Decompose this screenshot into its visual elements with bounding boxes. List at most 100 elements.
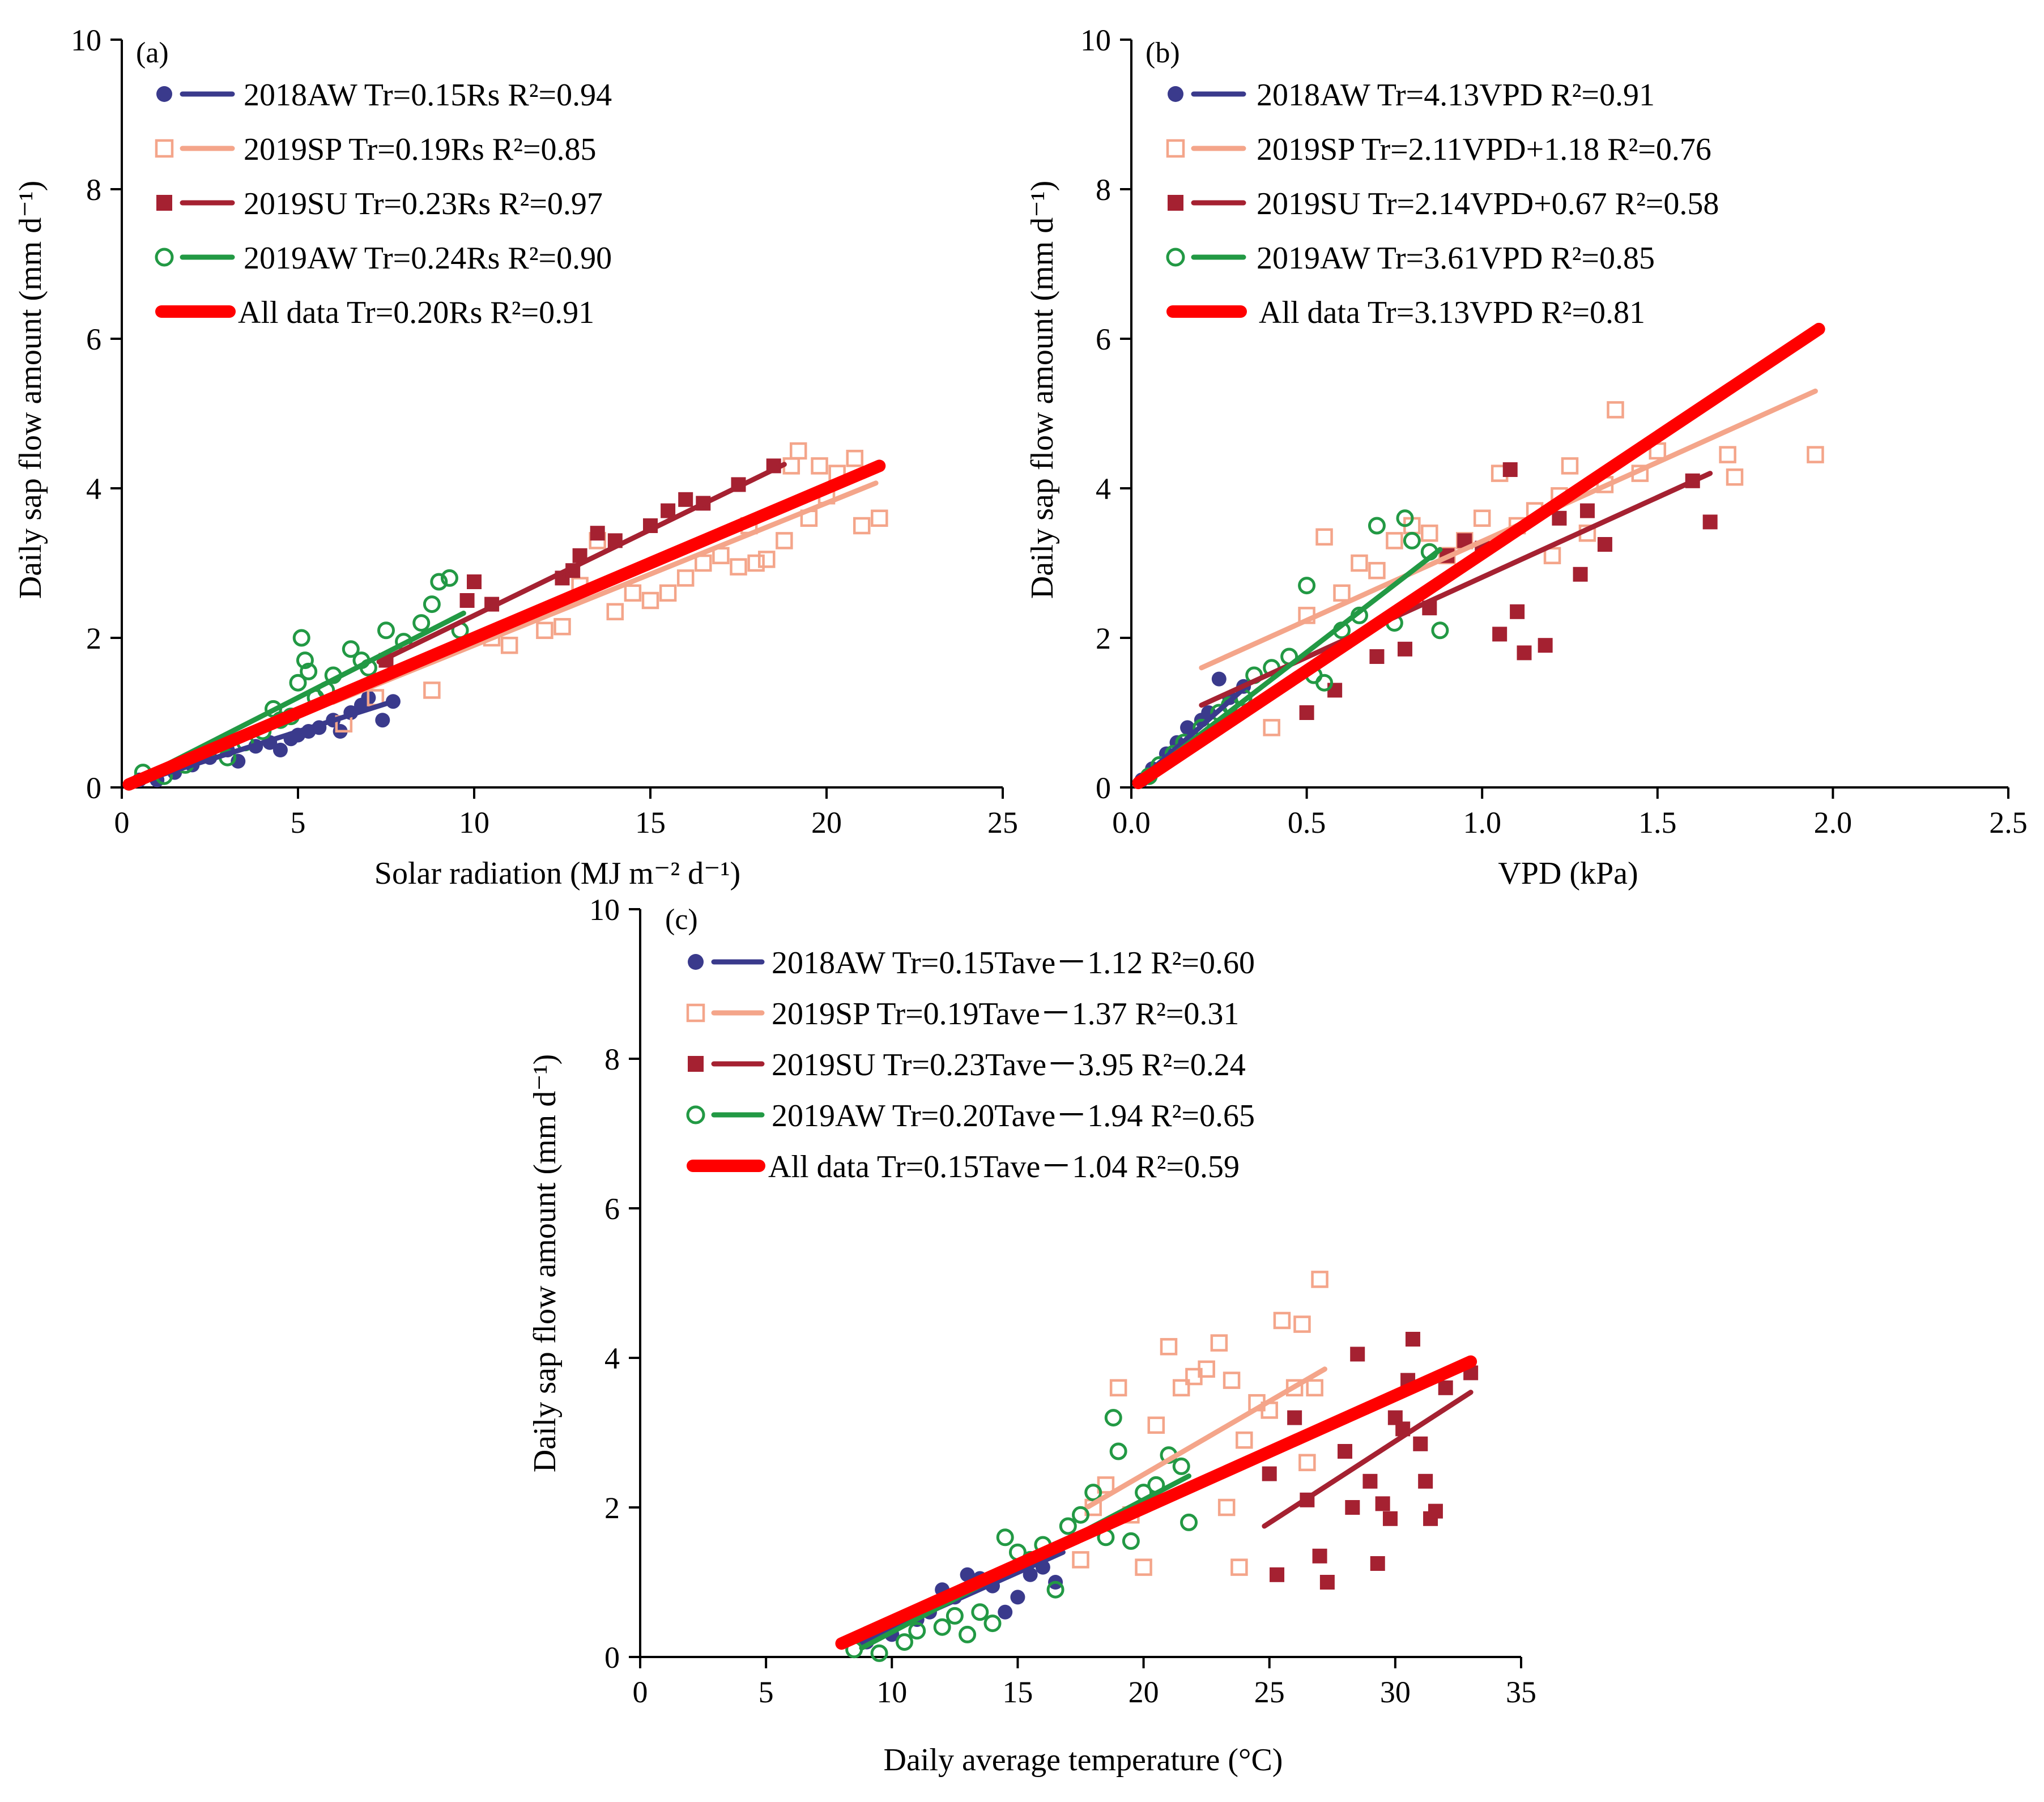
data-point <box>1299 705 1314 720</box>
x-tick-label: 2.5 <box>1989 806 2028 840</box>
data-point <box>1403 531 1421 549</box>
x-axis-label-c: Daily average temperature (°C) <box>884 1743 1283 1778</box>
legend-marker <box>155 248 174 267</box>
data-point <box>1607 401 1624 419</box>
data-point <box>1517 645 1532 661</box>
data-point <box>1262 1466 1277 1481</box>
legend-marker <box>686 1105 705 1124</box>
data-point <box>1298 577 1316 595</box>
data-point <box>695 554 712 572</box>
data-point <box>423 595 441 614</box>
data-point <box>430 573 448 591</box>
x-tick-label: 25 <box>1254 1675 1285 1709</box>
data-point <box>1122 1532 1140 1550</box>
data-point <box>1263 719 1280 736</box>
panel-c: 0 5 10 15 20 25 30 35 0 2 4 6 8 10 (c) Daily average … <box>527 893 1536 1778</box>
y-tick-label: 0 <box>604 1641 620 1675</box>
data-point <box>412 614 431 632</box>
data-point <box>553 617 571 636</box>
legend-marker <box>1168 195 1183 211</box>
y-tick-label: 8 <box>86 173 101 207</box>
y-tick-label: 2 <box>604 1491 620 1525</box>
legend-entry-2018aw: 2018AW Tr=4.13VPD R²=0.91 <box>1257 78 1655 113</box>
data-point <box>730 558 747 576</box>
data-point <box>536 621 553 640</box>
data-point <box>908 1622 926 1640</box>
data-point <box>1573 566 1588 582</box>
x-tick-label: 5 <box>291 806 306 840</box>
data-point <box>1396 509 1414 527</box>
data-point <box>996 1528 1014 1547</box>
fit-line-all-data <box>1132 322 1825 790</box>
data-point <box>998 1604 1013 1620</box>
data-point <box>1473 509 1491 527</box>
legend-c: 2018AW Tr=0.15Tave－1.12 R²=0.60 2019SP T… <box>686 945 1255 1185</box>
y-tick-label: 6 <box>86 322 101 356</box>
data-point <box>1230 1558 1248 1576</box>
data-point <box>641 591 659 610</box>
data-point <box>1719 446 1736 463</box>
x-tick-label: 1.0 <box>1463 806 1501 840</box>
data-point <box>500 636 518 654</box>
data-point <box>1273 1311 1291 1330</box>
data-point <box>1807 446 1824 463</box>
legend-entry-2019su: 2019SU Tr=0.23Tave－3.95 R²=0.24 <box>772 1047 1246 1083</box>
panel-a: 0 5 10 15 20 25 0 2 4 6 8 10 (a) Solar radiation (M… <box>13 23 1018 891</box>
data-point <box>661 503 676 518</box>
data-point <box>1368 561 1386 580</box>
data-point <box>1370 1556 1385 1571</box>
x-tick-label: 5 <box>759 1675 774 1709</box>
data-point <box>789 442 807 460</box>
data-point <box>659 584 677 602</box>
data-point <box>1010 1590 1025 1605</box>
legend-entry-2019aw: 2019AW Tr=0.24Rs R²=0.90 <box>244 241 612 276</box>
data-point <box>1311 1271 1328 1288</box>
data-point <box>1097 1476 1115 1494</box>
data-point <box>1217 1498 1236 1516</box>
legend-entry-2019sp: 2019SP Tr=0.19Tave－1.37 R²=0.31 <box>772 996 1239 1032</box>
data-point <box>853 517 871 535</box>
data-point <box>846 449 864 467</box>
data-point <box>1109 1379 1127 1397</box>
data-point <box>983 1614 1002 1633</box>
data-point <box>1270 1567 1285 1582</box>
data-point <box>747 554 765 572</box>
series-2019sp <box>1263 401 1824 736</box>
data-point <box>1072 1551 1089 1569</box>
data-point <box>1338 1444 1352 1459</box>
data-point <box>1350 1347 1365 1362</box>
x-tick-label: 0.5 <box>1288 806 1326 840</box>
data-point <box>676 569 695 587</box>
data-point <box>1438 1380 1453 1395</box>
x-tick-label: 35 <box>1506 1675 1536 1709</box>
data-point <box>960 1567 975 1582</box>
y-tick-label: 6 <box>604 1192 620 1226</box>
y-tick-label: 4 <box>604 1341 620 1375</box>
data-point <box>590 526 605 541</box>
data-point <box>1210 1334 1228 1352</box>
panel-label-a: (a) <box>136 37 169 69</box>
fit-line-2019su <box>1199 471 1713 708</box>
data-point <box>1597 537 1612 552</box>
x-tick-label: 25 <box>987 806 1018 840</box>
data-point <box>292 629 310 647</box>
data-point <box>1104 1409 1122 1427</box>
y-axis-label-b: Daily sap flow amount (mm d⁻¹) <box>1025 181 1060 599</box>
data-point <box>342 640 360 658</box>
legend-marker <box>688 1056 704 1072</box>
x-tick-label: 0 <box>114 806 130 840</box>
data-point <box>1306 1379 1323 1397</box>
legend-entry-2019sp: 2019SP Tr=2.11VPD+1.18 R²=0.76 <box>1257 132 1711 167</box>
data-point <box>1579 503 1595 518</box>
legend-entry-all-data: All data Tr=0.15Tave－1.04 R²=0.59 <box>768 1149 1240 1185</box>
data-point <box>1702 514 1718 530</box>
data-point <box>1333 584 1351 602</box>
legend-entry-all-data: All data Tr=3.13VPD R²=0.81 <box>1259 295 1645 330</box>
y-tick-label: 0 <box>86 771 101 805</box>
y-tick-label: 4 <box>86 472 101 506</box>
legend-entry-2019aw: 2019AW Tr=0.20Tave－1.94 R²=0.65 <box>772 1098 1255 1134</box>
data-point <box>758 551 776 568</box>
data-point <box>1351 554 1368 572</box>
